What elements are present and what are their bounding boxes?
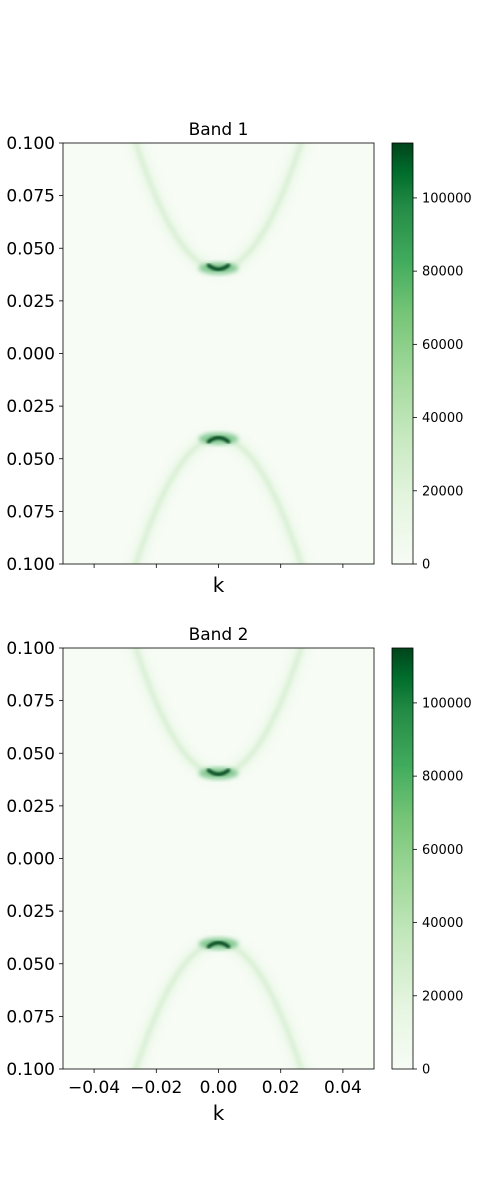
heatmap-background	[63, 648, 374, 1069]
y-tick-label: 0.075	[6, 502, 55, 522]
x-axis-label: k	[213, 1101, 225, 1125]
x-axis-label: k	[213, 573, 225, 597]
y-tick-label: 0.050	[6, 239, 55, 259]
chart-title: Band 2	[189, 625, 249, 645]
colorbar-tick-label: 60000	[422, 338, 463, 353]
colorbar-tick-label: 0	[422, 558, 430, 573]
y-tick-label: 0.000	[6, 345, 55, 365]
colorbar-tick-label: 20000	[422, 989, 463, 1004]
colorbar-tick-label: 80000	[422, 770, 463, 785]
y-tick-label: 0.075	[6, 1007, 55, 1027]
colorbar: 0 20000 40000 60000 80000 100000	[391, 142, 472, 573]
colorbar-tick-label: 60000	[422, 843, 463, 858]
colorbar-tick-label: 40000	[422, 916, 463, 931]
panel-1: Band 1 0.100 0.075 0.050 0.025 0.000 0.025 0.05…	[6, 120, 472, 597]
colorbar-tick-label: 80000	[422, 265, 463, 280]
y-tick-label: 0.025	[6, 902, 55, 922]
colorbar-gradient	[391, 647, 414, 1070]
y-tick-label: 0.075	[6, 187, 55, 207]
heatmap-background	[63, 143, 374, 564]
y-tick-label: 0.075	[6, 692, 55, 712]
x-tick-label: 0.02	[262, 1078, 300, 1098]
x-tick-label: −0.04	[68, 1078, 120, 1098]
y-tick-label: 0.050	[6, 955, 55, 975]
colorbar-tick-label: 40000	[422, 411, 463, 426]
band-lower-vertex	[206, 940, 231, 949]
band-upper-vertex	[206, 263, 231, 272]
colorbar-tick-label: 100000	[422, 696, 472, 711]
chart-title: Band 1	[189, 120, 249, 140]
band-lower-vertex	[206, 435, 231, 444]
x-tick-label: −0.02	[130, 1078, 182, 1098]
colorbar-gradient	[391, 142, 414, 565]
colorbar: 0 20000 40000 60000 80000 100000	[391, 647, 472, 1078]
colorbar-tick-label: 20000	[422, 484, 463, 499]
y-tick-label: 0.025	[6, 397, 55, 417]
y-tick-label: 0.100	[6, 555, 55, 575]
x-tick-label: 0.04	[324, 1078, 362, 1098]
heatmap	[130, 143, 307, 564]
y-tick-label: 0.100	[6, 639, 55, 659]
y-tick-label: 0.100	[6, 1060, 55, 1080]
x-tick-label: 0.00	[200, 1078, 238, 1098]
band-upper-vertex	[206, 768, 231, 777]
y-tick-label: 0.050	[6, 450, 55, 470]
y-tick-label: 0.025	[6, 292, 55, 312]
y-tick-label: 0.100	[6, 134, 55, 154]
colorbar-tick-label: 100000	[422, 191, 472, 206]
y-tick-label: 0.025	[6, 797, 55, 817]
panel-2: Band 20.1000.0750.0500.0250.0000.0250.05…	[6, 625, 472, 1125]
heatmap	[130, 648, 307, 1069]
colorbar-tick-label: 0	[422, 1063, 430, 1078]
y-tick-label: 0.000	[6, 850, 55, 870]
y-tick-label: 0.050	[6, 744, 55, 764]
